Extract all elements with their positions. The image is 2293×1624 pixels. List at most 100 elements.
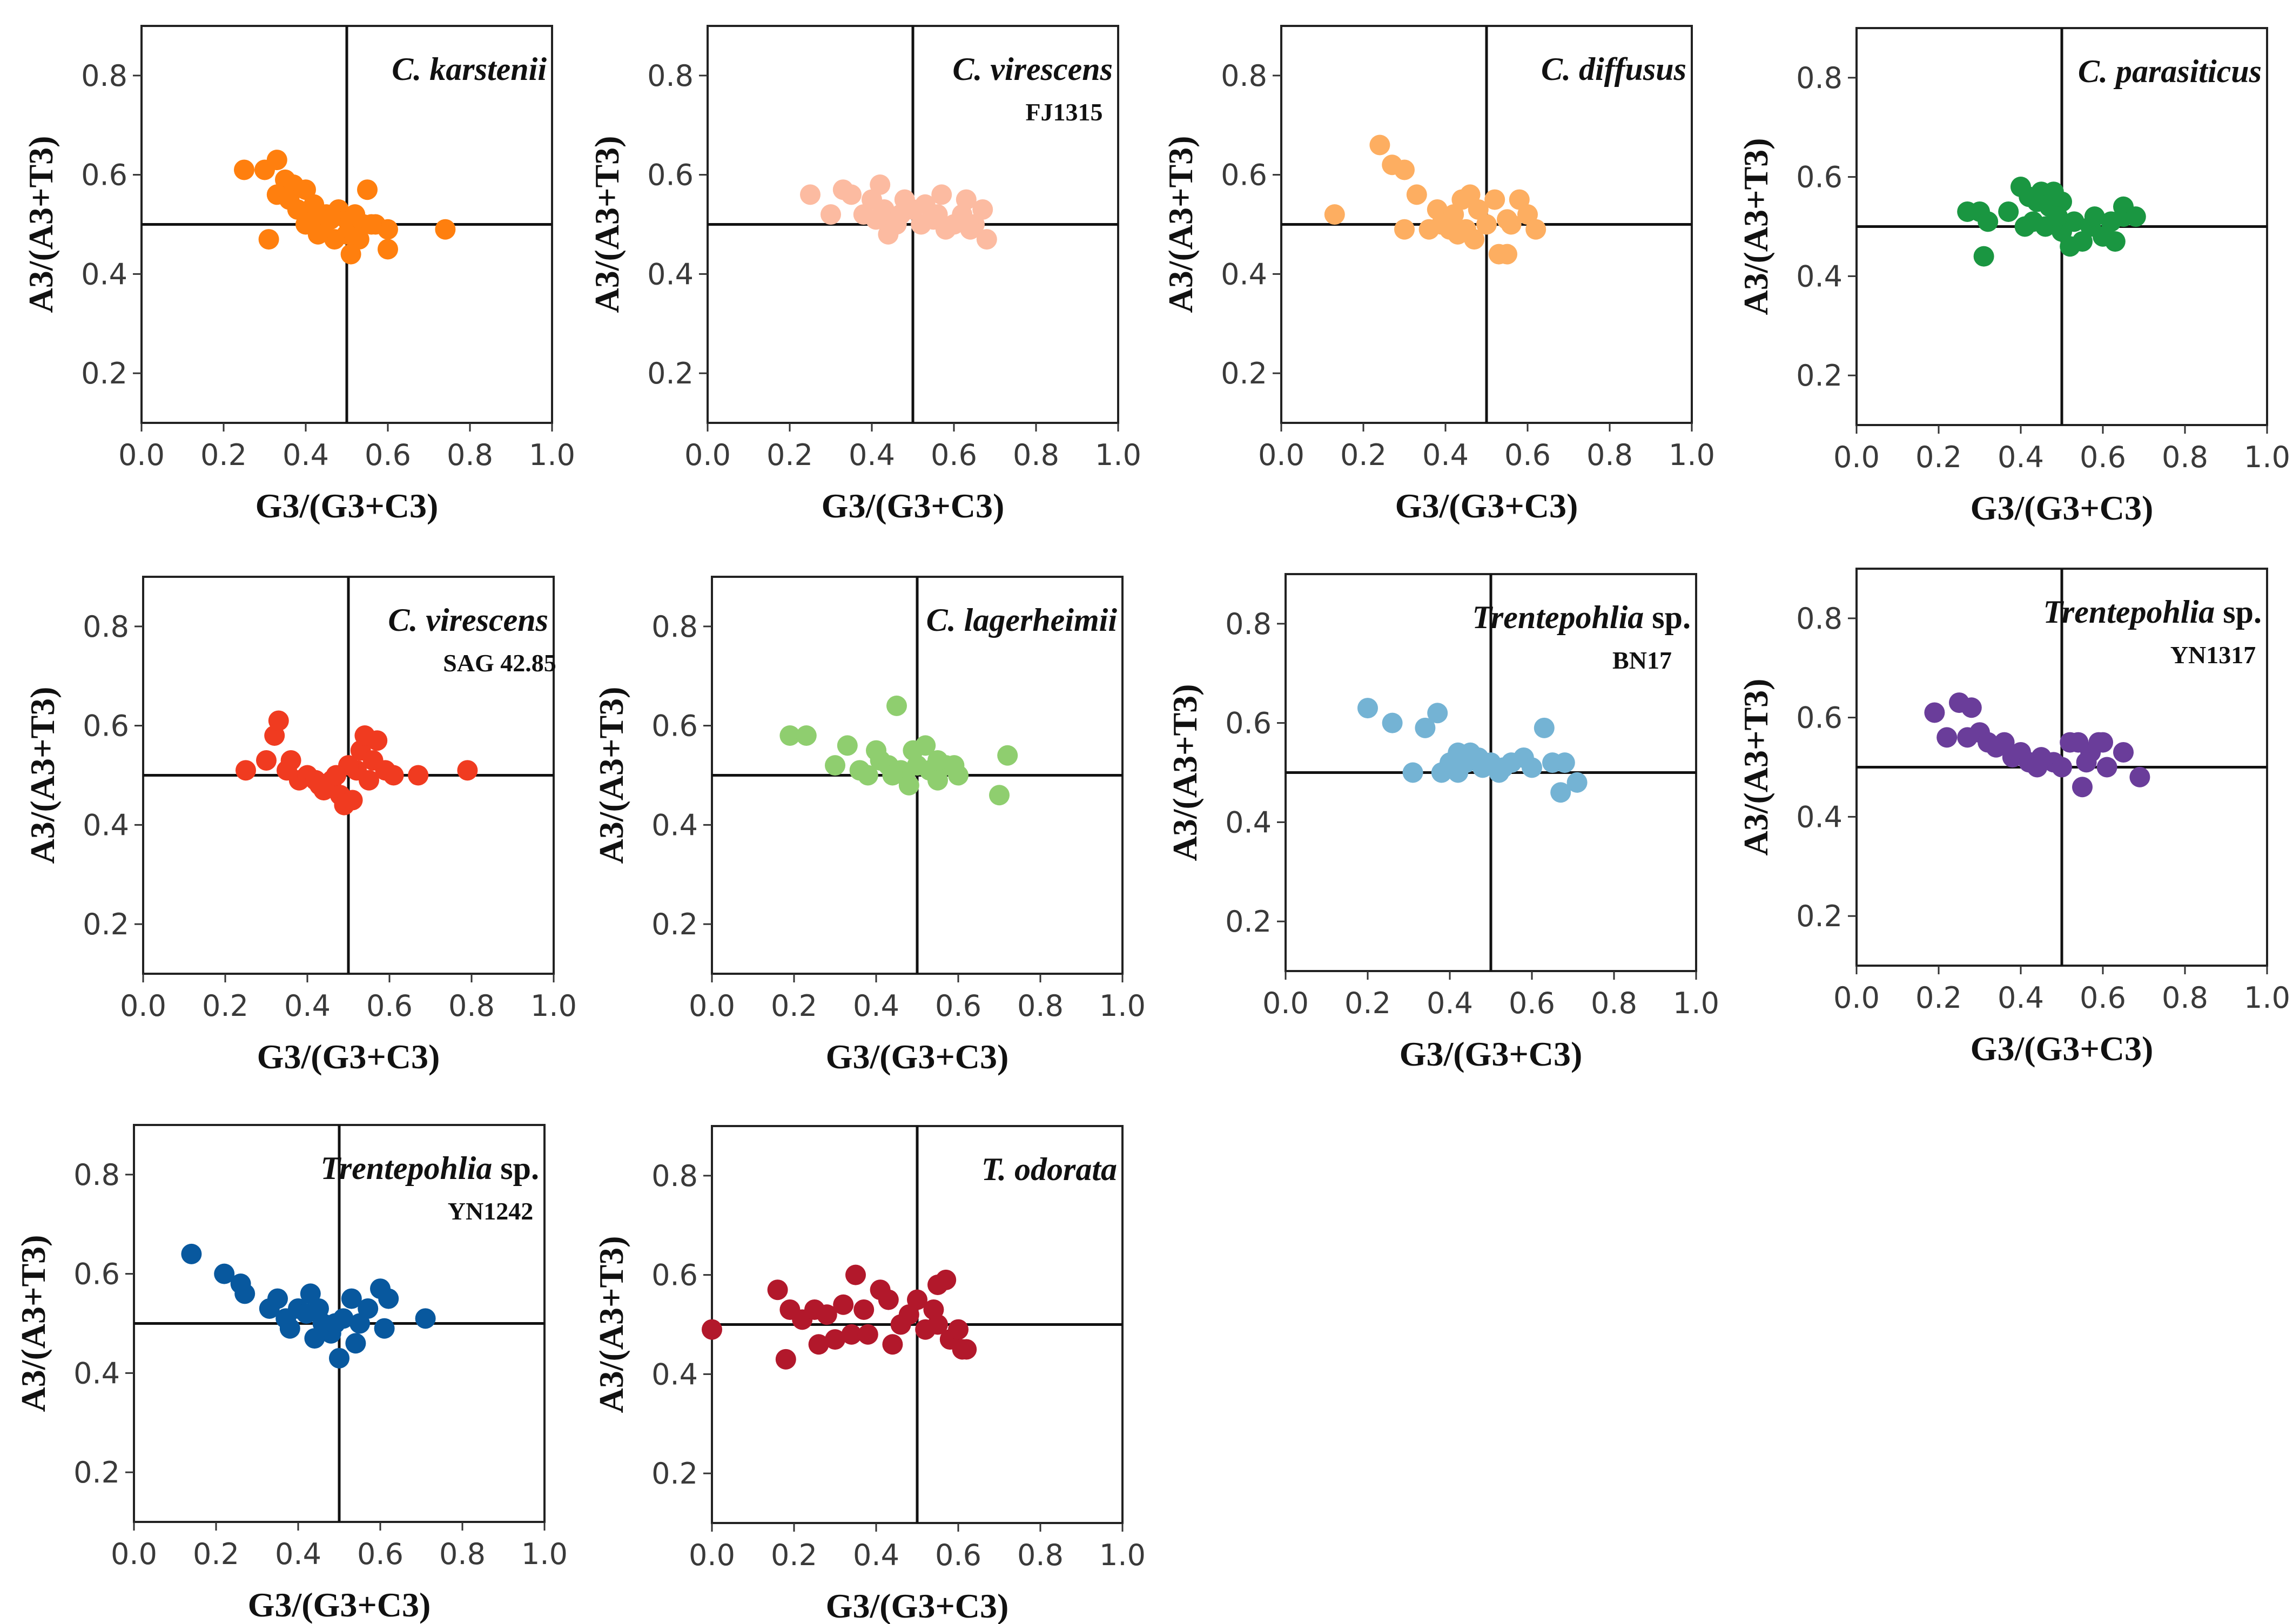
data-point <box>181 1243 202 1264</box>
data-point <box>1427 703 1448 724</box>
panel-1: 0.0 0.2 0.4 0.6 0.8 1.00.20.40.60.8G3/(G3+C3)… <box>22 25 575 525</box>
data-point <box>408 765 429 786</box>
data-point <box>767 1279 788 1300</box>
data-point <box>308 1298 329 1319</box>
data-point <box>295 214 316 235</box>
y-tick-label: 0.6 <box>1221 158 1267 192</box>
y-tick-label: 0.8 <box>1796 602 1843 636</box>
data-point <box>309 774 330 796</box>
data-point <box>1998 201 2019 222</box>
data-point <box>1525 219 1546 240</box>
data-point <box>342 790 363 811</box>
x-axis-title: G3/(G3+C3) <box>1395 487 1578 525</box>
panel-title-rest: sp. <box>492 1150 539 1186</box>
data-point <box>1924 702 1945 723</box>
data-point <box>825 755 845 776</box>
y-tick-label: 0.8 <box>1225 607 1272 641</box>
x-tick-label: 0.4 <box>275 1537 321 1571</box>
data-point <box>1431 214 1452 235</box>
x-tick-label: 0.0 <box>1833 981 1880 1015</box>
x-tick-label: 0.2 <box>771 1538 817 1572</box>
data-point <box>266 150 287 171</box>
data-point <box>1394 219 1415 240</box>
y-tick-label: 0.6 <box>81 158 127 192</box>
panel-title-italic: C. virescens <box>952 51 1113 87</box>
y-axis-title: A3/(A3+T3) <box>22 136 60 313</box>
data-point <box>267 1288 288 1309</box>
data-point <box>359 770 379 791</box>
x-tick-label: 0.2 <box>193 1537 239 1571</box>
data-point <box>808 1334 829 1355</box>
data-point <box>2022 211 2043 232</box>
x-tick-label: 0.6 <box>357 1537 404 1571</box>
x-tick-label: 0.2 <box>1915 981 1962 1015</box>
data-point <box>997 745 1018 766</box>
y-tick-label: 0.2 <box>1796 899 1843 933</box>
data-point <box>341 1288 362 1309</box>
x-tick-label: 0.4 <box>1422 438 1469 472</box>
data-point <box>1402 762 1423 783</box>
data-point <box>1492 757 1514 778</box>
data-point <box>1415 717 1436 738</box>
panel-title: Trentepohlia sp. <box>1472 599 1691 635</box>
data-point <box>825 1329 845 1350</box>
y-tick-label: 0.8 <box>647 59 694 93</box>
data-point <box>702 1319 722 1340</box>
data-point <box>2104 231 2126 252</box>
x-tick-label: 0.2 <box>766 438 813 472</box>
data-point <box>936 1269 957 1290</box>
data-point <box>960 219 981 240</box>
y-tick-label: 0.2 <box>651 1457 698 1491</box>
x-tick-label: 1.0 <box>1099 989 1146 1023</box>
data-point <box>2060 236 2081 257</box>
data-point <box>1394 159 1415 180</box>
x-tick-label: 0.6 <box>365 438 411 472</box>
data-point <box>2027 757 2048 778</box>
y-tick-label: 0.8 <box>1796 61 1843 95</box>
data-point <box>1936 727 1958 748</box>
y-tick-label: 0.8 <box>73 1158 120 1192</box>
x-tick-label: 1.0 <box>530 989 577 1023</box>
panel-8: 0.0 0.2 0.4 0.6 0.8 1.00.20.40.60.8G3/(G3+C3)… <box>1737 568 2290 1068</box>
data-point <box>907 1289 927 1310</box>
y-axis-title: A3/(A3+T3) <box>1161 136 1200 313</box>
y-tick-label: 0.8 <box>651 1159 698 1193</box>
x-tick-label: 0.4 <box>853 1538 899 1572</box>
y-tick-label: 0.6 <box>651 1258 698 1292</box>
data-point <box>234 159 254 180</box>
panel-title: Trentepohlia sp. <box>320 1150 539 1186</box>
panel-title: Trentepohlia sp. <box>2043 594 2262 630</box>
data-point <box>1534 717 1555 738</box>
panel-title-italic: C. virescens <box>388 602 548 638</box>
panel-title: C. lagerheimii <box>926 602 1118 638</box>
panel-title: C. virescens <box>952 51 1113 87</box>
data-point <box>845 1264 866 1285</box>
data-point <box>841 184 862 205</box>
data-point <box>898 774 919 796</box>
data-point <box>378 239 398 260</box>
data-point <box>1501 214 1522 235</box>
data-point <box>1484 189 1505 210</box>
data-point <box>2072 777 2093 798</box>
x-tick-label: 0.8 <box>439 1537 486 1571</box>
data-point <box>837 735 858 756</box>
panel-title: C. diffusus <box>1541 51 1686 87</box>
panel-title-italic: Trentepohlia <box>1472 599 1644 635</box>
data-point <box>931 184 952 205</box>
x-tick-label: 0.0 <box>111 1537 157 1571</box>
data-point <box>976 229 997 250</box>
panel-title-italic: C. parasiticus <box>2078 53 2262 89</box>
x-tick-label: 0.4 <box>284 989 331 1023</box>
y-tick-label: 0.6 <box>1796 160 1843 194</box>
panel-title-rest: sp. <box>2215 594 2262 630</box>
data-point <box>2113 742 2134 763</box>
x-tick-label: 0.6 <box>935 989 981 1023</box>
data-point <box>329 1347 349 1369</box>
x-tick-label: 0.8 <box>448 989 495 1023</box>
x-tick-label: 0.4 <box>1998 981 2044 1015</box>
data-point <box>1472 757 1493 778</box>
panel-10: 0.0 0.2 0.4 0.6 0.8 1.00.20.40.60.8G3/(G3+C3)… <box>592 1125 1146 1624</box>
x-tick-label: 0.8 <box>1586 438 1633 472</box>
y-tick-label: 0.6 <box>1225 706 1272 740</box>
data-point <box>927 204 948 225</box>
